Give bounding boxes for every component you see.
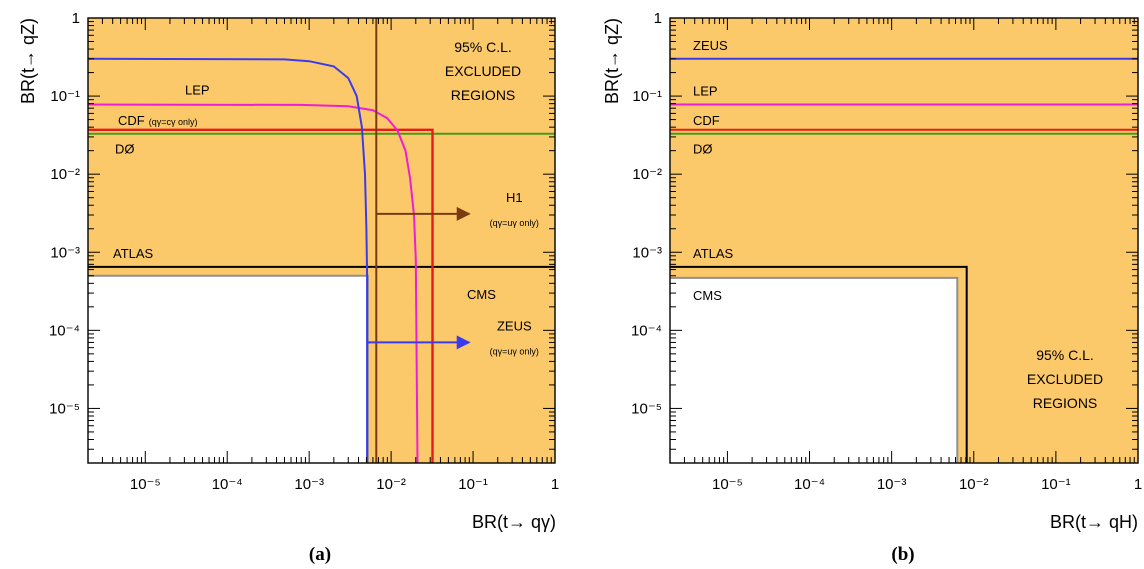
- series-line-atlas: [670, 265, 968, 463]
- series-line-cms: [670, 276, 959, 463]
- plot-label-zeus: ZEUS: [693, 38, 728, 53]
- excluded-text-line: REGIONS: [451, 87, 516, 103]
- plot-label-dd0: DØ: [115, 142, 135, 157]
- plot-sublabel-cdf: (qγ=cγ only): [149, 117, 198, 127]
- plot-label-atlas: ATLAS: [693, 246, 734, 261]
- excluded-text-line: REGIONS: [1033, 395, 1098, 411]
- y-axis-label: BR(t→ qZ): [18, 18, 38, 104]
- x-tick-label: 10⁻¹: [1041, 476, 1071, 493]
- arrow-label-zeus: ZEUS: [497, 318, 532, 333]
- x-tick-label: 10⁻²: [376, 476, 406, 493]
- y-tick-label: 10⁻³: [50, 244, 80, 261]
- plot-label-cms: CMS: [467, 287, 496, 302]
- panel-caption: (b): [891, 544, 914, 565]
- plot-frame: [669, 17, 1139, 464]
- allowed-region: [88, 275, 368, 463]
- plot-label-cdf: CDF (qγ=cγ only): [118, 113, 198, 128]
- panel-b: ZEUS LEP CDF DØ ATLAS CMS 95% C.L. EXCLUDED REGI…: [602, 10, 1142, 565]
- series-line-cdf: [88, 128, 434, 463]
- x-tick-label: 1: [551, 476, 559, 493]
- y-tick-label: 1: [654, 10, 662, 27]
- excluded-text-line: 95% C.L.: [1036, 347, 1094, 363]
- plot-label-lep: LEP: [185, 83, 210, 98]
- y-tick-label: 10⁻⁴: [49, 322, 80, 339]
- y-tick-label: 1: [72, 10, 80, 27]
- excluded-text-line: EXCLUDED: [1027, 371, 1103, 387]
- arrow-sublabel-h1: (qγ=uγ only): [490, 218, 539, 228]
- excluded-text-line: EXCLUDED: [445, 63, 521, 79]
- excluded-text-line: 95% C.L.: [454, 39, 512, 55]
- panel-caption: (a): [309, 544, 331, 565]
- y-tick-label: 10⁻¹: [632, 88, 662, 105]
- x-tick-label: 1: [1134, 476, 1142, 493]
- y-tick-label: 10⁻¹: [50, 88, 80, 105]
- y-tick-label: 10⁻²: [50, 166, 80, 183]
- x-tick-label: 10⁻⁵: [712, 476, 743, 493]
- x-tick-label: 10⁻⁴: [212, 476, 243, 493]
- x-axis-label: BR(t→ qH): [1050, 512, 1138, 532]
- allowed-region: [670, 277, 958, 463]
- arrow-sublabel-zeus: (qγ=uγ only): [490, 346, 539, 356]
- x-tick-label: 10⁻⁴: [794, 476, 825, 493]
- y-axis-label: BR(t→ qZ): [602, 18, 622, 104]
- plot-label-cms: CMS: [693, 288, 722, 303]
- x-tick-label: 10⁻³: [294, 476, 324, 493]
- x-tick-label: 10⁻⁵: [130, 476, 161, 493]
- x-tick-label: 10⁻²: [959, 476, 989, 493]
- plot-frame: [87, 17, 556, 464]
- series-line-unnamed-5: [87, 57, 369, 463]
- y-tick-label: 10⁻⁴: [631, 322, 662, 339]
- y-tick-label: 10⁻⁵: [49, 400, 80, 417]
- x-tick-label: 10⁻³: [877, 476, 907, 493]
- plot-label-cdf: CDF: [693, 113, 720, 128]
- plot-label-lep: LEP: [693, 84, 718, 99]
- panel-a: H1 (qγ=uγ only) ZEUS (qγ=uγ only) LEP CDF (qγ=…: [18, 10, 559, 565]
- y-tick-label: 10⁻²: [632, 166, 662, 183]
- y-tick-label: 10⁻⁵: [631, 400, 662, 417]
- plot-label-atlas: ATLAS: [113, 246, 154, 261]
- x-axis-label: BR(t→ qγ): [472, 512, 556, 532]
- arrow-label-h1: H1: [506, 190, 523, 205]
- x-tick-label: 10⁻¹: [458, 476, 488, 493]
- series-line-lep: [87, 103, 419, 464]
- plot-label-dd0: DØ: [693, 142, 713, 157]
- y-tick-label: 10⁻³: [632, 244, 662, 261]
